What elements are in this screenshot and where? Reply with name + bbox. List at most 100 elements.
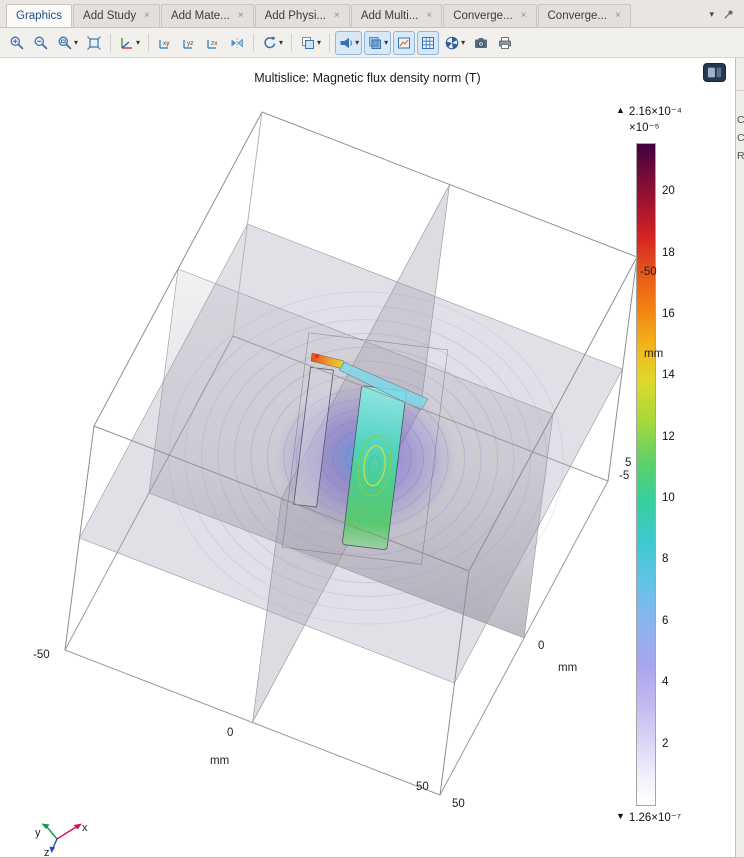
tab-close-icon[interactable]: × <box>144 10 150 21</box>
sliver-divider <box>736 90 744 91</box>
axis-tick-label: mm <box>210 755 230 767</box>
transparency-button[interactable]: ▾ <box>364 30 392 55</box>
plot-settings-button[interactable] <box>393 30 416 55</box>
go-to-default-view-button[interactable]: ▾ <box>116 31 143 55</box>
axis-tick-label: mm <box>644 348 664 360</box>
tab-overflow-chevron-icon[interactable]: ▾ <box>709 9 714 19</box>
tab-add-multi[interactable]: Add Multi... × <box>350 4 443 27</box>
tab-close-icon[interactable]: × <box>333 10 340 21</box>
clipped-panel-label: C <box>737 132 744 144</box>
tab-graphics[interactable]: Graphics <box>6 4 73 27</box>
tab-converge[interactable]: Converge... × <box>443 4 537 27</box>
mirror-icon <box>229 35 245 51</box>
colorbar-min-value: 1.26×10⁻⁷ <box>628 812 682 824</box>
toolbar-separator <box>110 33 112 52</box>
axis-tick-label: -5 <box>619 470 630 482</box>
view-zx-plane-button[interactable]: zx <box>202 31 224 55</box>
colorbar-tick-label: 14 <box>662 369 675 382</box>
view-yz-plane-button[interactable]: yz <box>178 31 200 55</box>
axis-tick-label: 5 <box>625 457 632 469</box>
layers-icon <box>300 35 316 51</box>
scene-light-button[interactable]: ▾ <box>335 30 363 55</box>
zoom-out-icon <box>33 35 49 51</box>
colorbar-max: ▲ 2.16×10⁻⁴ <box>616 104 682 118</box>
tab-label: Graphics <box>16 10 63 22</box>
tab-label: Converge... <box>547 10 607 22</box>
zoom-out-button[interactable] <box>30 31 52 55</box>
plot-window-icon <box>396 35 412 51</box>
view-xy-icon: xy <box>157 35 173 51</box>
triad-x-label: x <box>82 822 88 834</box>
colorbar-max-value: 2.16×10⁻⁴ <box>628 106 682 118</box>
orthographic-projection-button[interactable] <box>226 31 248 55</box>
grid-icon <box>420 35 436 51</box>
canvas-overlay-button[interactable] <box>703 63 726 82</box>
chevron-down-icon[interactable]: ▾ <box>74 38 79 47</box>
zoom-extents-button[interactable] <box>83 31 105 55</box>
colorbar-tick-label: 12 <box>662 430 675 443</box>
view-zx-icon: zx <box>205 35 221 51</box>
tab-label: Converge... <box>453 10 513 22</box>
colorbar-tick-label: 20 <box>662 185 675 198</box>
toolbar-separator <box>291 33 293 52</box>
colorbar-tick-label: 18 <box>662 246 675 259</box>
zoom-in-icon <box>9 35 25 51</box>
shutter-icon <box>444 35 460 51</box>
max-marker-icon: ▲ <box>616 105 625 115</box>
tab-actions: ▾ <box>709 8 744 27</box>
colorbar-tick-label: 16 <box>662 307 675 320</box>
go-to-view-icon <box>119 35 135 51</box>
copy-image-button[interactable]: ▾ <box>297 31 324 55</box>
view-xy-plane-button[interactable]: xy <box>154 31 176 55</box>
tab-close-icon[interactable]: × <box>520 10 527 21</box>
zoom-in-button[interactable] <box>6 31 28 55</box>
triad-y-label: y <box>35 827 41 839</box>
coil-core <box>282 332 449 565</box>
zoom-extents-icon <box>86 35 102 51</box>
colorbar-tick-label: 6 <box>662 614 669 627</box>
image-snapshot-button[interactable] <box>470 31 492 55</box>
svg-text:zx: zx <box>211 40 218 47</box>
chevron-down-icon[interactable]: ▾ <box>461 38 466 47</box>
colorbar-tick-label: 2 <box>662 737 669 750</box>
transparency-icon <box>367 35 383 51</box>
scene-3d[interactable]: x y z <box>0 58 735 857</box>
zoom-box-icon <box>57 35 73 51</box>
toolbar-separator <box>329 33 331 52</box>
pin-icon[interactable] <box>722 8 735 21</box>
chevron-down-icon[interactable]: ▾ <box>384 38 389 47</box>
chevron-down-icon[interactable]: ▾ <box>136 38 141 47</box>
tab-strip: Graphics Add Study × Add Mate... × Add Physi.… <box>6 4 632 27</box>
plot-title: Multislice: Magnetic flux density norm (… <box>254 71 481 85</box>
printer-icon <box>497 35 513 51</box>
chevron-down-icon[interactable]: ▾ <box>279 38 284 47</box>
colorbar <box>636 143 656 806</box>
environment-reflections-button[interactable]: ▾ <box>441 31 468 55</box>
chevron-down-icon[interactable]: ▾ <box>317 38 322 47</box>
graphics-canvas[interactable]: x y z Multislice: Magnetic flux density … <box>0 58 735 857</box>
reset-current-view-button[interactable]: ▾ <box>259 31 286 55</box>
tab-label: Add Multi... <box>360 10 419 22</box>
chevron-down-icon[interactable]: ▾ <box>355 38 360 47</box>
colorbar-tick-label: 4 <box>662 676 669 689</box>
quality-button[interactable] <box>417 30 440 55</box>
min-marker-icon: ▼ <box>616 811 625 821</box>
tab-close-icon[interactable]: × <box>237 10 244 21</box>
axis-tick-label: 50 <box>452 798 465 810</box>
print-button[interactable] <box>494 31 516 55</box>
tab-close-icon[interactable]: × <box>426 10 433 21</box>
coordinate-triad: x y z <box>35 822 88 857</box>
zoom-box-button[interactable]: ▾ <box>54 31 81 55</box>
tab-close-icon[interactable]: × <box>614 10 621 21</box>
colorbar-min: ▼ 1.26×10⁻⁷ <box>616 810 681 824</box>
tab-add-mate[interactable]: Add Mate... × <box>160 4 254 27</box>
tab-add-study[interactable]: Add Study × <box>73 4 160 27</box>
axis-tick-label: 50 <box>416 781 429 793</box>
colorbar-tick-label: 8 <box>662 553 669 566</box>
svg-text:yz: yz <box>187 40 194 47</box>
tab-add-physi[interactable]: Add Physi... × <box>254 4 350 27</box>
scene-light-icon <box>338 35 354 51</box>
view-yz-icon: yz <box>181 35 197 51</box>
tab-converge[interactable]: Converge... × <box>537 4 631 27</box>
